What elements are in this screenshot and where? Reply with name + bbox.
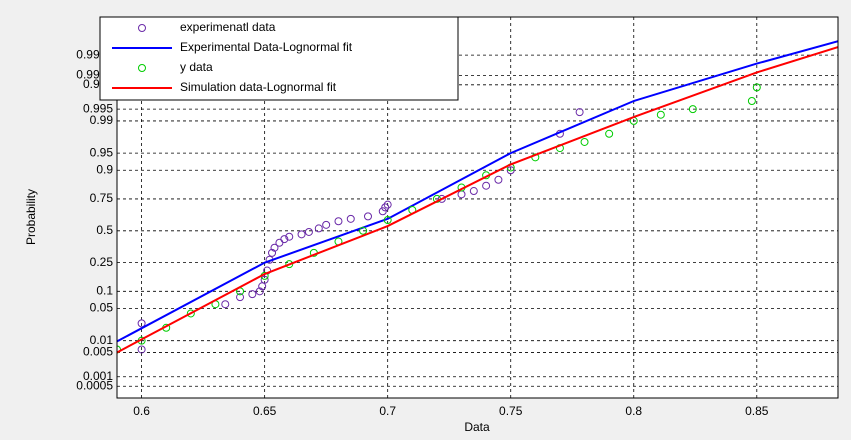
data-point (747, 97, 756, 106)
data-point (469, 187, 478, 196)
data-point (605, 129, 614, 138)
data-point (752, 83, 761, 92)
data-point (285, 232, 294, 241)
x-tick-label: 0.75 (499, 404, 523, 418)
data-point (285, 260, 294, 269)
data-point (270, 243, 279, 252)
y-tick-label: 0.05 (90, 301, 114, 315)
data-point (334, 217, 343, 226)
legend-swatch (138, 24, 146, 32)
legend-swatch (138, 64, 146, 72)
y-tick-label: 0.9 (96, 162, 113, 176)
y-tick-label: 0.01 (90, 333, 114, 347)
y-tick-label: 0.0005 (76, 378, 113, 392)
x-axis-label: Data (464, 420, 490, 434)
data-point (117, 345, 121, 354)
plot-layer (117, 40, 838, 354)
y-tick-label: 0.1 (96, 283, 113, 297)
data-point (268, 248, 277, 257)
data-point (248, 290, 257, 299)
data-point (383, 216, 392, 225)
data-point (381, 203, 390, 212)
data-point (304, 227, 313, 236)
data-point (359, 226, 368, 235)
legend-label: Simulation data-Lognormal fit (180, 80, 337, 94)
fit-line (117, 46, 838, 354)
data-point (137, 345, 146, 354)
data-point (575, 108, 584, 117)
data-point (378, 207, 387, 216)
x-tick-label: 0.65 (253, 404, 277, 418)
y-tick-label: 0.5 (96, 223, 113, 237)
y-tick-label: 0.005 (83, 345, 113, 359)
legend-label: experimenatl data (180, 20, 276, 34)
y-tick-label: 0.95 (90, 145, 114, 159)
data-point (137, 319, 146, 328)
y-tick-label: 0.001 (83, 369, 113, 383)
fit-line (117, 40, 838, 343)
data-point (688, 105, 697, 114)
y-tick-label: 0.99 (90, 113, 114, 127)
data-point (506, 166, 515, 175)
x-tick-label: 0.7 (379, 404, 396, 418)
data-point (260, 275, 269, 284)
data-point (280, 235, 289, 244)
axes-box (116, 16, 839, 399)
data-point (186, 309, 195, 318)
x-tick-label: 0.6 (133, 404, 150, 418)
data-point (656, 110, 665, 119)
data-point (580, 137, 589, 146)
data-point (322, 220, 331, 229)
y-axis-label: Probability (24, 189, 38, 245)
data-point (297, 230, 306, 239)
data-point (255, 287, 264, 296)
data-point (482, 181, 491, 190)
x-tick-label: 0.85 (745, 404, 769, 418)
x-tick-label: 0.8 (625, 404, 642, 418)
data-point (221, 300, 230, 309)
data-point (494, 175, 503, 184)
y-tick-label: 0.75 (90, 191, 114, 205)
data-point (236, 293, 245, 302)
data-point (346, 214, 355, 223)
y-tick-label: 0.25 (90, 255, 114, 269)
legend-label: Experimental Data-Lognormal fit (180, 40, 353, 54)
data-point (363, 212, 372, 221)
data-point (383, 200, 392, 209)
data-point (314, 224, 323, 233)
legend: experimenatl data Experimental Data-Logno… (99, 16, 459, 101)
legend-box (99, 16, 459, 101)
y-tick-label: 0.995 (83, 101, 113, 115)
legend-label: y data (180, 60, 213, 74)
data-point (437, 194, 446, 203)
